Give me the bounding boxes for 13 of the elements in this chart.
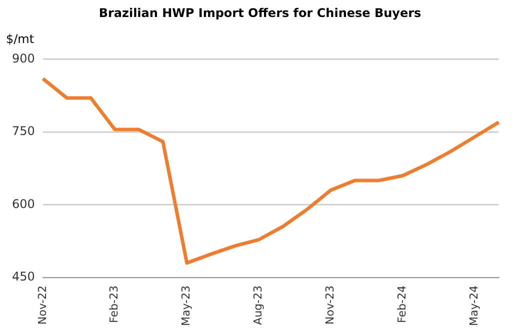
x-tick-label: May-23 — [180, 285, 193, 326]
x-tick-label: Feb-24 — [396, 285, 409, 323]
y-tick-label: 900 — [12, 51, 35, 66]
x-tick-label: Nov-22 — [36, 285, 49, 325]
y-tick-label: 750 — [12, 124, 35, 138]
y-tick-label: 450 — [12, 270, 35, 284]
x-tick-label: May-24 — [468, 285, 481, 326]
x-tick-label: Aug-23 — [252, 285, 265, 325]
x-tick-label: Feb-23 — [108, 285, 121, 323]
x-tick-label: Nov-23 — [324, 285, 337, 325]
y-axis-title: $/mt — [6, 32, 34, 46]
chart-title: Brazilian HWP Import Offers for Chinese Buyers — [98, 6, 422, 20]
y-tick-label: 600 — [12, 196, 35, 211]
